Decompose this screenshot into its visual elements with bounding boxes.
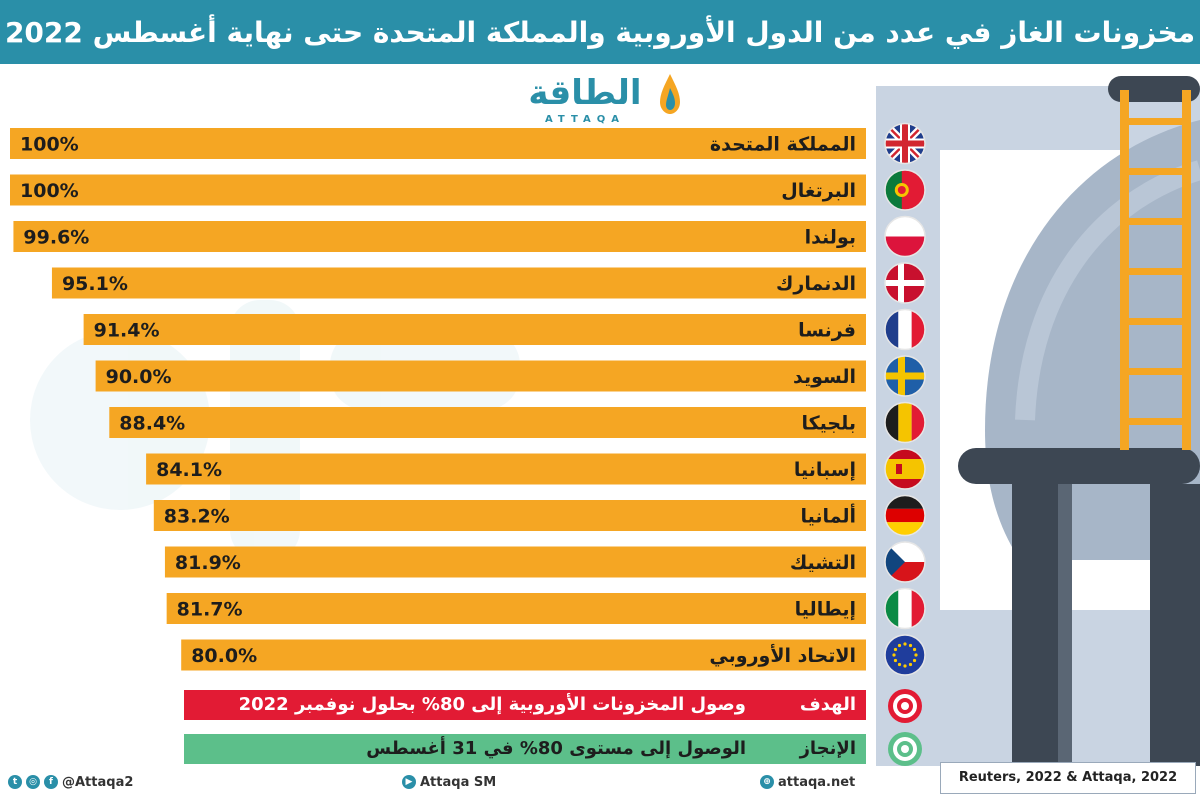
- ladder: [1120, 90, 1191, 450]
- achieved-target-icon: [888, 732, 922, 766]
- bar: [10, 174, 866, 206]
- category-label: المملكة المتحدة: [710, 134, 856, 156]
- bar-row: بولندا 99.6%: [13, 215, 926, 258]
- target-label: الهدف: [799, 694, 856, 715]
- value-label: 80.0%: [191, 645, 257, 667]
- flag-belgium-icon: [884, 401, 926, 444]
- flag-poland-icon: [884, 215, 926, 258]
- flag-italy-icon: [884, 587, 926, 630]
- achievement-label: الإنجاز: [799, 738, 856, 759]
- category-label: الدنمارك: [776, 273, 856, 295]
- target-text: وصول المخزونات الأوروبية إلى 80% بحلول ن…: [238, 694, 746, 715]
- value-label: 81.9%: [175, 552, 241, 574]
- attaqa-logo: الطاقة ATTAQA: [510, 72, 680, 128]
- value-label: 95.1%: [62, 273, 128, 295]
- category-label: إسبانيا: [794, 459, 856, 481]
- twitter-icon: t: [8, 775, 22, 789]
- flag-eu-icon: [884, 634, 926, 676]
- target-icon: [888, 689, 922, 723]
- footer-youtube: ▶ Attaqa SM: [402, 768, 496, 796]
- youtube-handle: Attaqa SM: [420, 774, 497, 790]
- bar: [13, 221, 866, 252]
- value-label: 84.1%: [156, 459, 222, 481]
- flag-spain-icon: [884, 448, 926, 490]
- value-label: 83.2%: [164, 506, 230, 528]
- instagram-icon: ◎: [26, 775, 40, 789]
- flag-czech-icon: [884, 541, 926, 583]
- chart-title: مخزونات الغاز في عدد من الدول الأوروبية …: [4, 15, 1196, 49]
- bar: [83, 314, 867, 345]
- youtube-icon: ▶: [402, 775, 416, 789]
- value-label: 81.7%: [177, 599, 243, 621]
- footer-site: ⊕ attaqa.net: [760, 768, 855, 796]
- bar-row: البرتغال 100%: [10, 169, 926, 211]
- logo-word: الطاقة: [528, 73, 642, 113]
- tank-platform: [958, 448, 1200, 484]
- title-bar: مخزونات الغاز في عدد من الدول الأوروبية …: [0, 0, 1200, 64]
- bar-row: إيطاليا 81.7%: [166, 587, 926, 630]
- bar-row: المملكة المتحدة 100%: [10, 122, 926, 165]
- site-url: attaqa.net: [778, 774, 856, 790]
- value-label: 91.4%: [94, 320, 160, 342]
- footer-social: t ◎ f @Attaqa2: [8, 768, 133, 796]
- bar-row: ألمانيا 83.2%: [153, 494, 926, 537]
- value-label: 99.6%: [23, 227, 89, 249]
- category-label: بولندا: [805, 227, 856, 249]
- tank-roof-rail: [1108, 76, 1200, 102]
- achievement-text: الوصول إلى مستوى 80% في 31 أغسطس: [366, 738, 746, 759]
- bar: [51, 267, 867, 299]
- category-label: البرتغال: [781, 180, 856, 202]
- bar: [109, 407, 866, 438]
- bar-row: بلجيكا 88.4%: [109, 401, 926, 444]
- target-legend: الهدف وصول المخزونات الأوروبية إلى 80% ب…: [184, 690, 866, 720]
- bar-row: الاتحاد الأوروبي 80.0%: [181, 634, 926, 676]
- value-label: 90.0%: [106, 366, 172, 388]
- category-label: الاتحاد الأوروبي: [709, 644, 856, 667]
- flag-france-icon: [884, 308, 926, 351]
- source-note: Reuters, 2022 & Attaqa, 2022: [940, 762, 1196, 794]
- bar: [146, 453, 866, 485]
- facebook-icon: f: [44, 775, 58, 789]
- social-handle: @Attaqa2: [62, 774, 134, 790]
- category-label: بلجيكا: [801, 413, 856, 435]
- bar-row: فرنسا 91.4%: [83, 308, 926, 351]
- value-label: 100%: [20, 134, 79, 156]
- bar-row: السويد 90.0%: [95, 355, 926, 397]
- flag-portugal-icon: [884, 169, 926, 211]
- bar: [164, 546, 866, 578]
- bar: [95, 360, 867, 392]
- category-label: إيطاليا: [795, 599, 856, 621]
- achievement-legend: الإنجاز الوصول إلى مستوى 80% في 31 أغسطس: [184, 734, 866, 764]
- flag-denmark-icon: [884, 262, 926, 304]
- value-label: 100%: [20, 180, 79, 202]
- bar: [153, 500, 867, 531]
- category-label: فرنسا: [798, 320, 856, 342]
- category-label: السويد: [793, 366, 856, 388]
- value-label: 88.4%: [119, 413, 185, 435]
- logo-sub: ATTAQA: [544, 114, 626, 125]
- globe-icon: ⊕: [760, 775, 774, 789]
- category-label: التشيك: [790, 552, 856, 574]
- bar-row: إسبانيا 84.1%: [146, 448, 926, 490]
- bar-row: التشيك 81.9%: [164, 541, 926, 583]
- bar: [10, 128, 866, 159]
- flag-germany-icon: [884, 494, 926, 537]
- bar-chart: المملكة المتحدة 100% البرتغال 100% بولندا 99.…: [10, 122, 926, 676]
- bar: [181, 639, 866, 671]
- logo-drop-icon: [660, 74, 680, 114]
- flag-sweden-icon: [884, 355, 926, 397]
- flag-uk-icon: [884, 122, 926, 165]
- tank-leg: [1150, 484, 1200, 766]
- tank-leg: [1012, 484, 1058, 766]
- bar-row: الدنمارك 95.1%: [51, 262, 926, 304]
- category-label: ألمانيا: [800, 504, 856, 528]
- bar: [166, 593, 866, 624]
